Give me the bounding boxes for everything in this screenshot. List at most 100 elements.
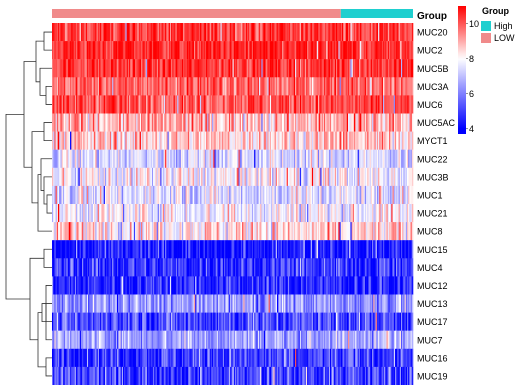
heatmap-cell xyxy=(274,167,277,187)
heatmap-cell xyxy=(225,276,227,295)
heatmap-cell xyxy=(224,131,226,150)
heatmap-cell xyxy=(296,276,298,295)
heatmap-cell xyxy=(61,59,64,78)
heatmap-cell xyxy=(157,131,160,150)
heatmap-cell xyxy=(303,258,305,277)
heatmap-cell xyxy=(90,240,93,259)
heatmap-cell xyxy=(358,204,361,223)
heatmap-cell xyxy=(385,95,387,114)
heatmap-cell xyxy=(370,204,373,223)
heatmap-cell xyxy=(204,131,207,150)
heatmap-cell xyxy=(191,59,194,78)
heatmap-cell xyxy=(78,185,80,205)
heatmap-cell xyxy=(97,312,100,331)
heatmap-cell xyxy=(357,59,360,78)
heatmap-cell xyxy=(193,95,196,114)
heatmap-cell xyxy=(316,294,319,313)
heatmap-cell xyxy=(387,185,390,205)
heatmap-cell xyxy=(272,240,274,259)
heatmap-cell xyxy=(338,258,340,277)
heatmap-cell xyxy=(121,149,124,168)
heatmap-cell xyxy=(181,59,184,78)
heatmap-cell xyxy=(317,258,320,277)
heatmap-cell xyxy=(165,276,167,295)
heatmap-cell xyxy=(268,167,271,187)
heatmap-cell xyxy=(74,312,77,331)
heatmap-cell xyxy=(77,222,79,241)
heatmap-cell xyxy=(197,222,200,241)
heatmap-cell xyxy=(102,77,105,96)
heatmap-cell xyxy=(191,276,194,295)
heatmap-cell xyxy=(327,204,330,223)
heatmap-cell xyxy=(274,59,277,78)
heatmap-cell xyxy=(133,95,136,114)
heatmap-cell xyxy=(237,149,239,168)
heatmap-cell xyxy=(113,23,115,42)
heatmap-cell xyxy=(345,167,348,187)
heatmap-cell xyxy=(186,294,189,313)
heatmap-cell xyxy=(332,59,334,78)
heatmap-cell xyxy=(299,149,302,168)
heatmap-cell xyxy=(147,222,149,241)
heatmap-cell xyxy=(360,240,362,259)
heatmap-cell xyxy=(103,240,106,259)
heatmap-cell xyxy=(279,258,281,277)
heatmap-cell xyxy=(290,258,292,277)
heatmap-cell xyxy=(192,95,195,114)
heatmap-cell xyxy=(92,95,95,114)
heatmap-cell xyxy=(272,185,274,205)
heatmap-cell xyxy=(394,59,397,78)
heatmap-cell xyxy=(361,276,363,295)
heatmap-cell xyxy=(76,222,78,241)
heatmap-cell xyxy=(70,77,72,96)
heatmap-cell xyxy=(151,312,154,331)
heatmap-cell xyxy=(361,131,363,150)
heatmap-cell xyxy=(284,149,286,168)
heatmap-cell xyxy=(178,41,180,60)
heatmap-cell xyxy=(320,185,322,205)
heatmap-cell xyxy=(293,185,296,205)
heatmap-cell xyxy=(163,131,166,150)
heatmap-cell xyxy=(350,59,352,78)
heatmap-cell xyxy=(323,95,326,114)
heatmap-cell xyxy=(242,276,244,295)
heatmap-cell xyxy=(263,276,266,295)
heatmap-cell xyxy=(307,167,309,187)
heatmap-cell xyxy=(274,294,277,313)
heatmap-cell xyxy=(106,222,108,241)
heatmap-cell xyxy=(380,41,383,60)
heatmap-cell xyxy=(274,113,277,132)
heatmap-cell xyxy=(61,185,64,205)
heatmap-cell xyxy=(250,41,253,60)
heatmap-cell xyxy=(252,77,255,96)
heatmap-cell xyxy=(381,41,384,60)
heatmap-cell xyxy=(334,204,337,223)
heatmap-cell xyxy=(113,149,115,168)
heatmap-cell xyxy=(342,95,344,114)
heatmap-cell xyxy=(367,95,369,114)
heatmap-cell xyxy=(360,149,362,168)
heatmap-cell xyxy=(302,167,304,187)
heatmap-cell xyxy=(326,131,328,150)
heatmap-cell xyxy=(169,149,172,168)
heatmap-cell xyxy=(80,204,83,223)
heatmap-cell xyxy=(125,41,127,60)
heatmap-cell xyxy=(334,185,337,205)
heatmap-cell xyxy=(173,204,176,223)
heatmap-cell xyxy=(167,41,170,60)
heatmap-cell xyxy=(408,240,410,259)
heatmap-cell xyxy=(322,23,325,42)
heatmap-cell xyxy=(174,41,177,60)
heatmap-cell xyxy=(82,185,84,205)
heatmap-cell xyxy=(260,276,262,295)
heatmap-cell xyxy=(286,167,289,187)
heatmap-cell xyxy=(157,258,160,277)
heatmap-cell xyxy=(132,222,135,241)
heatmap-cell xyxy=(273,222,275,241)
heatmap-cell xyxy=(160,131,162,150)
heatmap-cell xyxy=(65,204,67,223)
heatmap-cell xyxy=(167,113,170,132)
heatmap-cell xyxy=(225,312,227,331)
heatmap-cell xyxy=(352,222,355,241)
heatmap-cell xyxy=(351,222,354,241)
